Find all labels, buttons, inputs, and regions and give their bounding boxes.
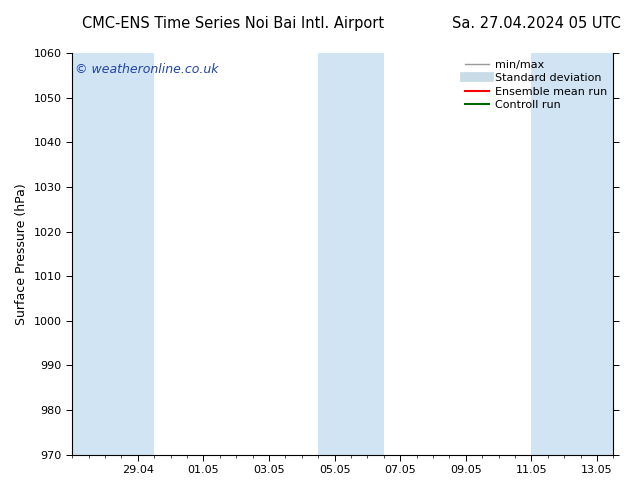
Legend: min/max, Standard deviation, Ensemble mean run, Controll run: min/max, Standard deviation, Ensemble me… xyxy=(460,55,611,114)
Y-axis label: Surface Pressure (hPa): Surface Pressure (hPa) xyxy=(15,183,28,325)
Bar xyxy=(318,53,384,455)
Bar xyxy=(72,53,154,455)
Text: CMC-ENS Time Series Noi Bai Intl. Airport: CMC-ENS Time Series Noi Bai Intl. Airpor… xyxy=(82,16,385,31)
Bar xyxy=(531,53,614,455)
Text: © weatheronline.co.uk: © weatheronline.co.uk xyxy=(75,63,218,76)
Text: Sa. 27.04.2024 05 UTC: Sa. 27.04.2024 05 UTC xyxy=(453,16,621,31)
